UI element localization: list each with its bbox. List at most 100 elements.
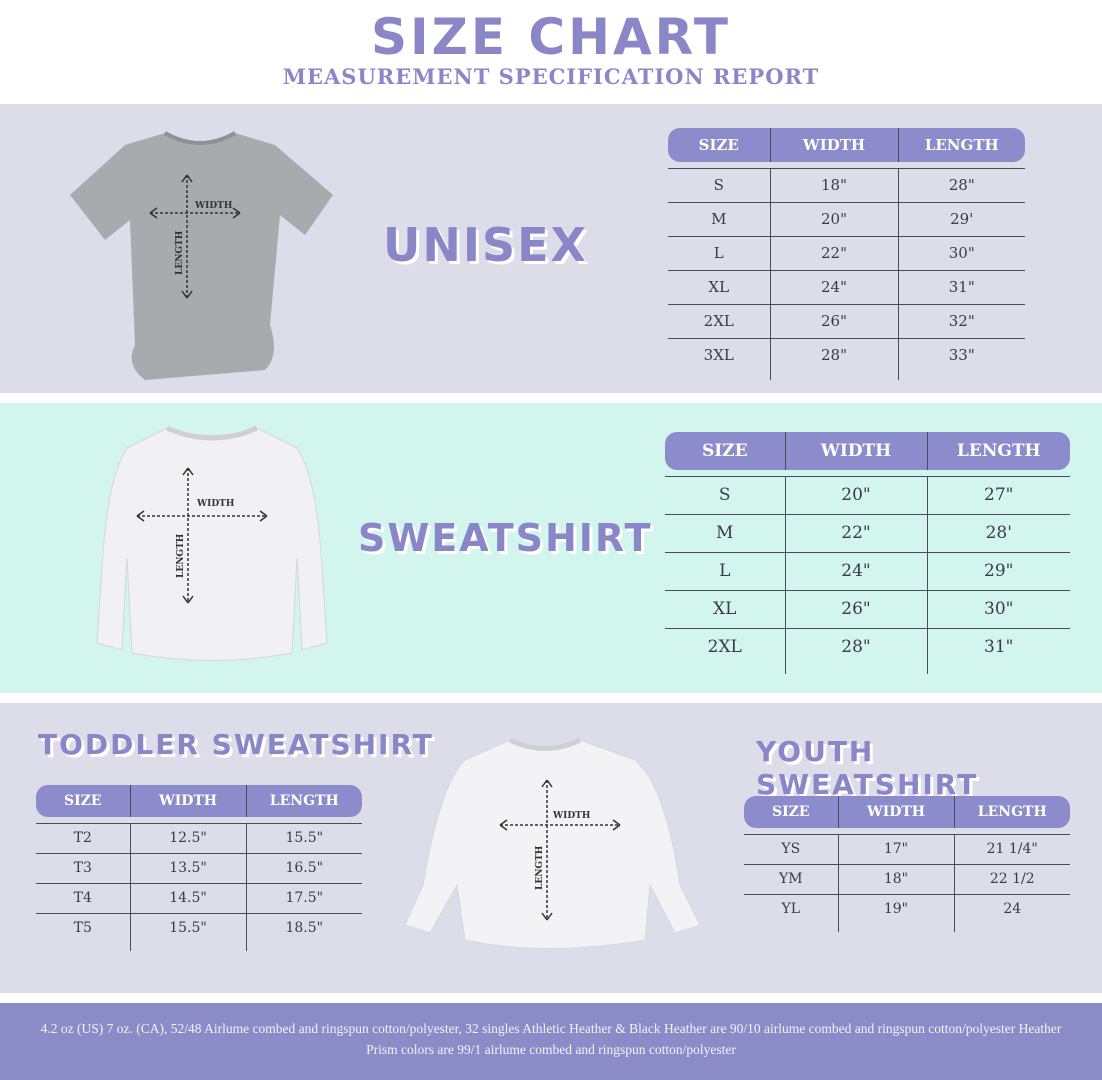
cell-width: 26": [769, 303, 898, 338]
table-row: T5 15.5" 18.5": [36, 912, 362, 943]
cell-size: T3: [36, 852, 130, 883]
table-row: M 22" 28': [665, 513, 1070, 552]
youth-size-table: SIZE WIDTH LENGTH YS 17" 21 1/4" YM 18" 22 1/2 YL…: [744, 796, 1070, 932]
cell-width: 24": [769, 269, 898, 304]
cell-size: S: [668, 167, 770, 202]
cell-width: 14.5": [129, 882, 246, 913]
toddler-size-table: SIZE WIDTH LENGTH T2 12.5" 15.5" T3 13.5" 16.5" T…: [36, 785, 362, 951]
kids-sweatshirt-image: WIDTH LENGTH: [404, 737, 701, 949]
column-header-size: SIZE: [744, 796, 838, 828]
unisex-size-table: SIZE WIDTH LENGTH S 18" 28" M 20" 29' L 22" 30" XL 24…: [668, 128, 1025, 380]
cell-width: 20": [769, 201, 898, 236]
table-header-row: SIZE WIDTH LENGTH: [36, 785, 362, 817]
column-header-width: WIDTH: [784, 432, 927, 470]
column-header-size: SIZE: [665, 432, 785, 470]
toddler-title: TODDLER SWEATSHIRT: [38, 728, 434, 761]
width-label: WIDTH: [194, 201, 233, 211]
table-row: L 24" 29": [665, 551, 1070, 590]
table-row: L 22" 30": [668, 235, 1025, 270]
table-row: XL 26" 30": [665, 589, 1070, 628]
cell-length: 31": [897, 269, 1025, 304]
table-row: M 20" 29': [668, 201, 1025, 236]
column-header-length: LENGTH: [897, 128, 1025, 162]
table-header-row: SIZE WIDTH LENGTH: [668, 128, 1025, 162]
column-header-width: WIDTH: [129, 785, 246, 817]
cell-length: 28': [926, 513, 1070, 552]
cell-width: 28": [784, 627, 927, 666]
cell-length: 30": [926, 589, 1070, 628]
cell-size: L: [665, 551, 785, 590]
cell-length: 31": [926, 627, 1070, 666]
sweatshirt-size-table: SIZE WIDTH LENGTH S 20" 27" M 22" 28' L 24" 29" XL 26…: [665, 432, 1070, 674]
cell-width: 19": [837, 893, 954, 924]
table-header-row: SIZE WIDTH LENGTH: [665, 432, 1070, 470]
table-row: 2XL 28" 31": [665, 627, 1070, 666]
cell-length: 24: [953, 893, 1070, 924]
cell-width: 22": [784, 513, 927, 552]
length-label: LENGTH: [175, 230, 185, 275]
cell-width: 26": [784, 589, 927, 628]
cell-length: 21 1/4": [953, 833, 1070, 864]
cell-length: 15.5": [245, 822, 362, 853]
sweatshirt-image: WIDTH LENGTH: [96, 425, 328, 661]
cell-width: 15.5": [129, 912, 246, 943]
table-row: S 20" 27": [665, 475, 1070, 514]
sweatshirt-title: SWEATSHIRT: [358, 516, 653, 560]
cell-size: T2: [36, 822, 130, 853]
table-row: YS 17" 21 1/4": [744, 833, 1070, 864]
cell-length: 32": [897, 303, 1025, 338]
cell-size: 2XL: [665, 627, 785, 666]
table-row: 3XL 28" 33": [668, 337, 1025, 372]
column-header-length: LENGTH: [926, 432, 1070, 470]
length-label: LENGTH: [535, 845, 545, 890]
cell-size: YL: [744, 893, 838, 924]
column-header-length: LENGTH: [953, 796, 1070, 828]
cell-size: YM: [744, 863, 838, 894]
cell-length: 33": [897, 337, 1025, 372]
unisex-title: UNISEX: [383, 218, 588, 272]
cell-width: 22": [769, 235, 898, 270]
cell-length: 18.5": [245, 912, 362, 943]
cell-size: XL: [665, 589, 785, 628]
table-row: 2XL 26" 32": [668, 303, 1025, 338]
cell-width: 20": [784, 475, 927, 514]
cell-width: 24": [784, 551, 927, 590]
table-row: T4 14.5" 17.5": [36, 882, 362, 913]
cell-width: 13.5": [129, 852, 246, 883]
cell-length: 28": [897, 167, 1025, 202]
tshirt-image: WIDTH LENGTH: [70, 131, 333, 380]
cell-length: 30": [897, 235, 1025, 270]
cell-length: 29": [926, 551, 1070, 590]
cell-size: M: [668, 201, 770, 236]
cell-width: 18": [769, 167, 898, 202]
column-header-width: WIDTH: [769, 128, 898, 162]
cell-length: 16.5": [245, 852, 362, 883]
cell-size: S: [665, 475, 785, 514]
cell-size: XL: [668, 269, 770, 304]
table-row: XL 24" 31": [668, 269, 1025, 304]
cell-width: 17": [837, 833, 954, 864]
column-header-size: SIZE: [36, 785, 130, 817]
width-label: WIDTH: [552, 811, 591, 821]
table-header-row: SIZE WIDTH LENGTH: [744, 796, 1070, 828]
length-label: LENGTH: [176, 533, 186, 578]
cell-size: L: [668, 235, 770, 270]
cell-width: 12.5": [129, 822, 246, 853]
cell-size: 3XL: [668, 337, 770, 372]
cell-width: 28": [769, 337, 898, 372]
cell-size: 2XL: [668, 303, 770, 338]
cell-size: T5: [36, 912, 130, 943]
fabric-info-footer: 4.2 oz (US) 7 oz. (CA), 52/48 Airlume co…: [0, 1003, 1102, 1080]
page-title: SIZE CHART: [370, 8, 732, 66]
cell-size: M: [665, 513, 785, 552]
cell-length: 22 1/2: [953, 863, 1070, 894]
column-header-size: SIZE: [668, 128, 770, 162]
table-row: T2 12.5" 15.5": [36, 822, 362, 853]
cell-length: 29': [897, 201, 1025, 236]
width-label: WIDTH: [196, 499, 235, 509]
cell-length: 27": [926, 475, 1070, 514]
cell-size: T4: [36, 882, 130, 913]
cell-size: YS: [744, 833, 838, 864]
table-row: T3 13.5" 16.5": [36, 852, 362, 883]
cell-width: 18": [837, 863, 954, 894]
